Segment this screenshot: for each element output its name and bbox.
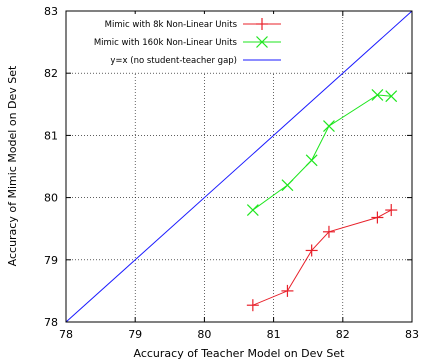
y-tick-label: 83	[44, 5, 58, 18]
y-tick-label: 81	[44, 129, 58, 142]
x-tick-label: 78	[59, 328, 73, 341]
series-layer	[65, 10, 413, 323]
axis-ticks: 78 79 80 81 82 83 78 79 80 81 82 83	[44, 5, 419, 341]
x-axis-label: Accuracy of Teacher Model on Dev Set	[133, 347, 345, 360]
series-3	[65, 10, 413, 323]
y-tick-label: 79	[44, 254, 58, 267]
data-point-d2	[323, 120, 335, 132]
series-1	[246, 204, 398, 312]
x-tick-label: 82	[336, 328, 350, 341]
x-tick-label: 83	[405, 328, 419, 341]
series-line	[252, 209, 392, 306]
legend-marker-d2	[256, 36, 268, 48]
data-point-d2	[246, 204, 259, 216]
data-point-d2	[385, 90, 398, 103]
plot-frame	[65, 10, 413, 323]
series-line	[65, 10, 413, 323]
y-axis-label: Accuracy of Mimic Model on Dev Set	[6, 65, 19, 266]
y-tick-label: 80	[44, 192, 58, 205]
series-line	[252, 94, 392, 211]
legend-label: Mimic with 8k Non-Linear Units	[105, 20, 238, 30]
series-2	[246, 89, 398, 216]
data-point-d2	[281, 179, 294, 192]
legend: Mimic with 8k Non-Linear Units Mimic with…	[76, 14, 288, 72]
legend-label: Mimic with 160k Non-Linear Units	[94, 38, 238, 48]
y-tick-label: 82	[44, 67, 58, 80]
legend-label: y=x (no student-teacher gap)	[110, 56, 237, 66]
y-tick-label: 78	[44, 316, 58, 329]
x-tick-label: 81	[267, 328, 281, 341]
data-point-d2	[305, 154, 318, 167]
x-tick-label: 79	[128, 328, 142, 341]
x-tick-label: 80	[197, 328, 211, 341]
data-point-d2	[371, 89, 384, 101]
